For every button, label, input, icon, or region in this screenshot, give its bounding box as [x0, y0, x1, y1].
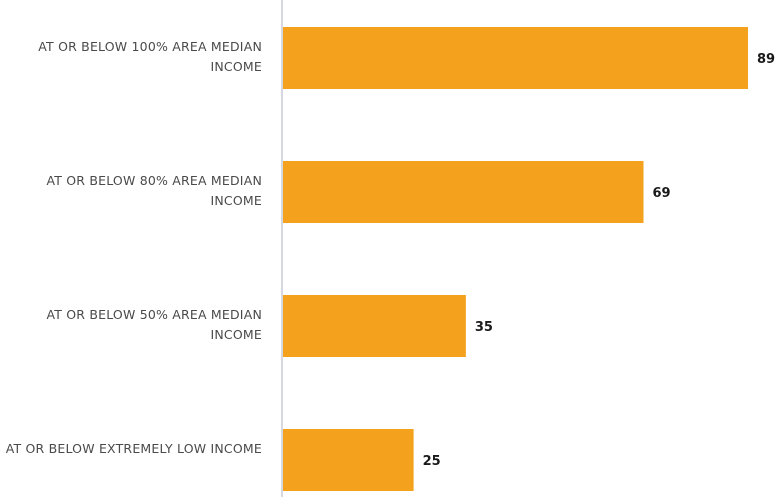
category-label-extremely-low: AT OR BELOW EXTREMELY LOW INCOME	[5, 441, 262, 456]
bar-0	[283, 27, 748, 89]
category-label-80-ami: AT OR BELOW 80% AREA MEDIAN INCOME	[46, 173, 262, 208]
value-labels-group: 89 69 35 25	[423, 52, 775, 469]
value-label-0: 89	[757, 52, 775, 67]
value-label-2: 35	[475, 320, 493, 335]
value-label-1: 69	[653, 186, 671, 201]
bar-1	[283, 161, 644, 223]
bar-3	[283, 429, 414, 491]
category-label-100-ami: AT OR BELOW 100% AREA MEDIAN INCOME	[38, 39, 262, 74]
bars-group	[283, 27, 748, 491]
category-label-50-ami: AT OR BELOW 50% AREA MEDIAN INCOME	[46, 307, 262, 342]
bar-2	[283, 295, 466, 357]
value-label-3: 25	[423, 454, 441, 469]
